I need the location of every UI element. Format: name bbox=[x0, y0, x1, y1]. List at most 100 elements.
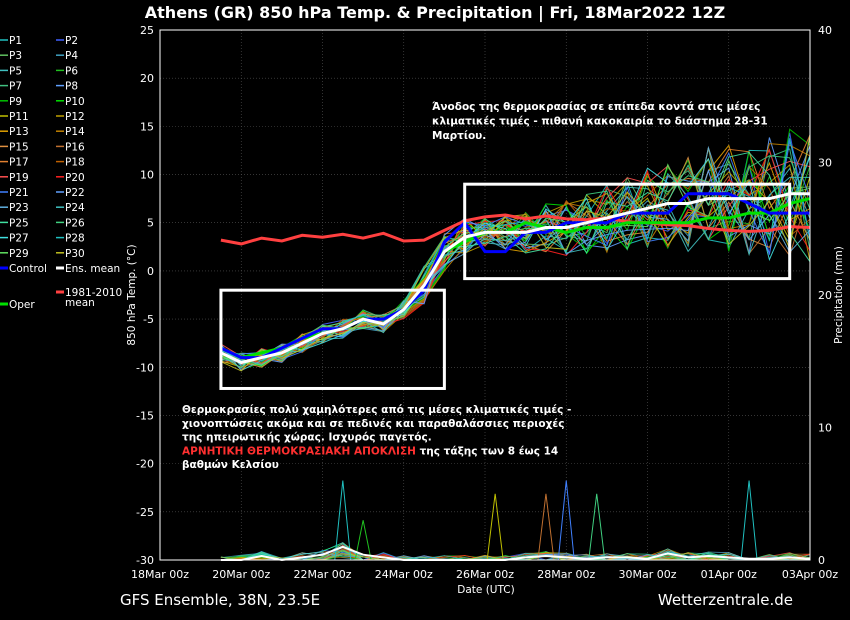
x-tick-label-4: 26Mar 00z bbox=[456, 568, 514, 581]
annotation-red-line: ΑΡΝΗΤΙΚΗ ΘΕΡΜΟΚΡΑΣΙΑΚΗ ΑΠΟΚΛΙΣΗ της τάξη… bbox=[182, 445, 558, 457]
legend-label-P4: P4 bbox=[65, 50, 78, 62]
y2-tick-label-0: 40 bbox=[818, 24, 832, 37]
precip-peak-3 bbox=[537, 493, 555, 561]
member-line-P1 bbox=[220, 149, 811, 362]
legend-label-P14: P14 bbox=[65, 126, 85, 138]
legend-label-climatology-2: mean bbox=[65, 297, 95, 309]
main-series bbox=[220, 192, 811, 365]
member-line-P28 bbox=[220, 138, 811, 362]
precipitation-plot bbox=[220, 480, 811, 562]
legend-label-P15: P15 bbox=[9, 141, 29, 153]
series-line-1981-2010 bbox=[220, 213, 811, 246]
annotation-bottom-line-0: Θερμοκρασίες πολύ χαμηλότερες από τις μέ… bbox=[182, 404, 571, 416]
legend-label-P9: P9 bbox=[9, 96, 22, 108]
precip-peak-0 bbox=[334, 480, 352, 561]
legend-label-P7: P7 bbox=[9, 81, 22, 93]
y-tick-label-5: 0 bbox=[147, 265, 154, 278]
annotation-bottom-line-1: χιονοπτώσεις ακόμα και σε πεδινές και πα… bbox=[182, 418, 564, 430]
precip-peak-2 bbox=[486, 493, 504, 561]
y-tick-label-4: 5 bbox=[147, 217, 154, 230]
legend-label-oper: Oper bbox=[9, 299, 35, 311]
x-tick-label-7: 01Apr 00z bbox=[701, 568, 758, 581]
y-tick-label-11: -30 bbox=[136, 554, 154, 567]
annotation-top-line-0: Άνοδος της θερμοκρασίας σε επίπεδα κοντά… bbox=[432, 101, 760, 113]
x-axis-label: Date (UTC) bbox=[457, 584, 514, 596]
legend-label-P25: P25 bbox=[9, 217, 29, 229]
x-tick-label-8: 03Apr 00z bbox=[782, 568, 839, 581]
y-tick-label-1: 20 bbox=[140, 72, 154, 85]
annotation-top-line-2: Μαρτίου. bbox=[432, 130, 486, 142]
legend-label-P27: P27 bbox=[9, 233, 29, 245]
member-line-P17 bbox=[220, 134, 811, 363]
y2-tick-label-4: 0 bbox=[818, 554, 825, 567]
plot-frame bbox=[159, 29, 811, 561]
annotation-bottom-last: βαθμών Κελσίου bbox=[182, 459, 279, 471]
legend-label-P26: P26 bbox=[65, 217, 85, 229]
precip-peak-6 bbox=[740, 480, 758, 561]
legend-label-P22: P22 bbox=[65, 187, 85, 199]
x-tick-label-1: 20Mar 00z bbox=[212, 568, 270, 581]
y2-tick-label-3: 10 bbox=[818, 422, 832, 435]
precip-peak-1 bbox=[354, 520, 372, 561]
highlight-boxes bbox=[219, 182, 792, 390]
annotation-bottom-line-2: της ηπειρωτικής χώρας. Ισχυρός παγετός. bbox=[182, 432, 432, 444]
y-tick-label-9: -20 bbox=[136, 458, 154, 471]
legend-label-P17: P17 bbox=[9, 157, 29, 169]
legend-label-P19: P19 bbox=[9, 172, 29, 184]
annotation-red-suffix: της τάξης των 8 έως 14 bbox=[416, 445, 558, 457]
annotation-red-text: ΑΡΝΗΤΙΚΗ ΘΕΡΜΟΚΡΑΣΙΑΚΗ ΑΠΟΚΛΙΣΗ bbox=[182, 445, 416, 457]
legend-label-P2: P2 bbox=[65, 35, 78, 47]
member-line-P14 bbox=[220, 143, 811, 364]
legend-label-P24: P24 bbox=[65, 202, 85, 214]
legend-label-P13: P13 bbox=[9, 126, 29, 138]
chart-title: Athens (GR) 850 hPa Temp. & Precipitatio… bbox=[145, 3, 725, 23]
legend-label-P21: P21 bbox=[9, 187, 29, 199]
y-tick-label-3: 10 bbox=[140, 169, 154, 182]
y2-tick-label-1: 30 bbox=[818, 157, 832, 170]
y-axis-label: 850 hPa Temp. (°C) bbox=[126, 244, 138, 345]
legend-label-P3: P3 bbox=[9, 50, 22, 62]
axis-ticks: 25 20 15 10 5 0 -5 -10 -15 -20 -25 -30 40 30 20 10 0 18Ma… bbox=[131, 24, 838, 581]
precip-mean-line bbox=[220, 545, 811, 562]
y-tick-label-2: 15 bbox=[140, 120, 154, 133]
x-tick-label-0: 18Mar 00z bbox=[131, 568, 189, 581]
y2-tick-label-2: 20 bbox=[818, 289, 832, 302]
legend-label-P10: P10 bbox=[65, 96, 85, 108]
member-line-P13 bbox=[220, 144, 811, 365]
legend-label-P29: P29 bbox=[9, 248, 29, 260]
precip-peak-5 bbox=[588, 493, 606, 561]
x-tick-label-6: 30Mar 00z bbox=[618, 568, 676, 581]
series-line-ens-mean bbox=[220, 192, 810, 365]
legend-label-P30: P30 bbox=[65, 248, 85, 260]
x-tick-label-2: 22Mar 00z bbox=[293, 568, 351, 581]
legend-label-P28: P28 bbox=[65, 233, 85, 245]
footer-source: Wetterzentrale.de bbox=[658, 591, 793, 609]
highlight-box-0 bbox=[219, 288, 446, 390]
precip-peak-4 bbox=[557, 480, 575, 561]
legend-label-P11: P11 bbox=[9, 111, 29, 123]
legend-label-P12: P12 bbox=[65, 111, 85, 123]
x-tick-label-5: 28Mar 00z bbox=[537, 568, 595, 581]
legend-label-P6: P6 bbox=[65, 65, 78, 77]
annotation-top-line-1: κλιματικές τιμές - πιθανή κακοκαιρία το … bbox=[432, 116, 768, 128]
footer-model: GFS Ensemble, 38N, 23.5E bbox=[120, 591, 320, 609]
legend-label-P16: P16 bbox=[65, 141, 85, 153]
legend-label-P20: P20 bbox=[65, 172, 85, 184]
y-tick-label-7: -10 bbox=[136, 361, 154, 374]
legend-label-ens-mean: Ens. mean bbox=[65, 263, 120, 275]
legend-label-P8: P8 bbox=[65, 81, 78, 93]
y-tick-label-6: -5 bbox=[143, 313, 154, 326]
member-line-P27 bbox=[220, 156, 811, 366]
member-line-P29 bbox=[220, 159, 811, 366]
legend-label-P23: P23 bbox=[9, 202, 29, 214]
legend-label-control: Control bbox=[9, 263, 47, 275]
y2-axis-label: Precipitation (mm) bbox=[833, 246, 845, 344]
member-line-P22 bbox=[220, 145, 811, 363]
legend-label-climatology-1: 1981-2010 bbox=[65, 287, 122, 299]
y-tick-label-8: -15 bbox=[136, 409, 154, 422]
legend-label-P1: P1 bbox=[9, 35, 22, 47]
legend-label-P18: P18 bbox=[65, 157, 85, 169]
annotations: Άνοδος της θερμοκρασίας σε επίπεδα κοντά… bbox=[182, 101, 768, 471]
y-tick-label-0: 25 bbox=[140, 24, 154, 37]
